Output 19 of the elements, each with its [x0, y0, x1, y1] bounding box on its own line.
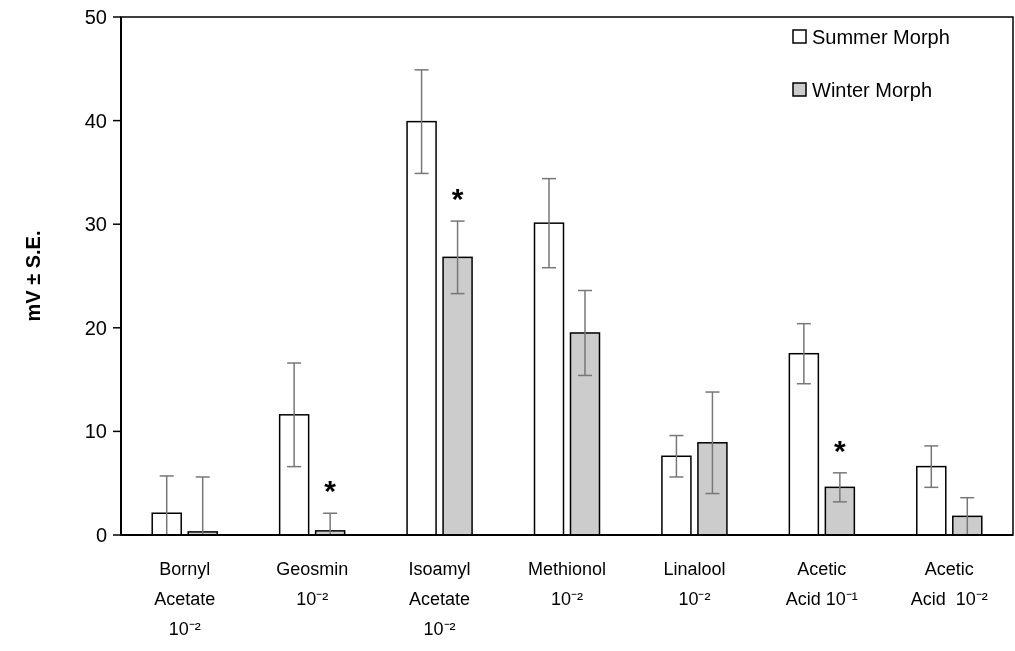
y-tick-label: 20 [84, 316, 107, 339]
x-tick-label: Bornyl Acetate 10⁻² [154, 559, 216, 639]
legend-label: Winter Morph [812, 79, 933, 101]
x-tick-label: Methionol 10⁻² [527, 559, 607, 609]
legend-label: Summer Morph [812, 26, 950, 48]
y-tick-label: 40 [84, 109, 107, 132]
y-axis-title: mV ± S.E. [22, 230, 44, 322]
data-label: * [324, 474, 337, 508]
data-label: * [834, 433, 847, 467]
y-tick-label: 50 [84, 6, 107, 28]
data-label: * [451, 182, 464, 216]
y-tick-label: 10 [84, 420, 107, 443]
y-tick-label: 30 [84, 213, 107, 236]
x-tick-label: Geosmin 10⁻² [276, 559, 349, 609]
x-tick-label: Acetic Acid 10⁻² [910, 559, 988, 609]
x-tick-label: Acetic Acid 10⁻¹ [785, 559, 858, 609]
x-tick-label: Isoamyl Acetate 10⁻² [408, 559, 471, 639]
y-tick-label: 0 [95, 524, 107, 546]
x-tick-label: Linalool 10⁻² [663, 559, 726, 609]
